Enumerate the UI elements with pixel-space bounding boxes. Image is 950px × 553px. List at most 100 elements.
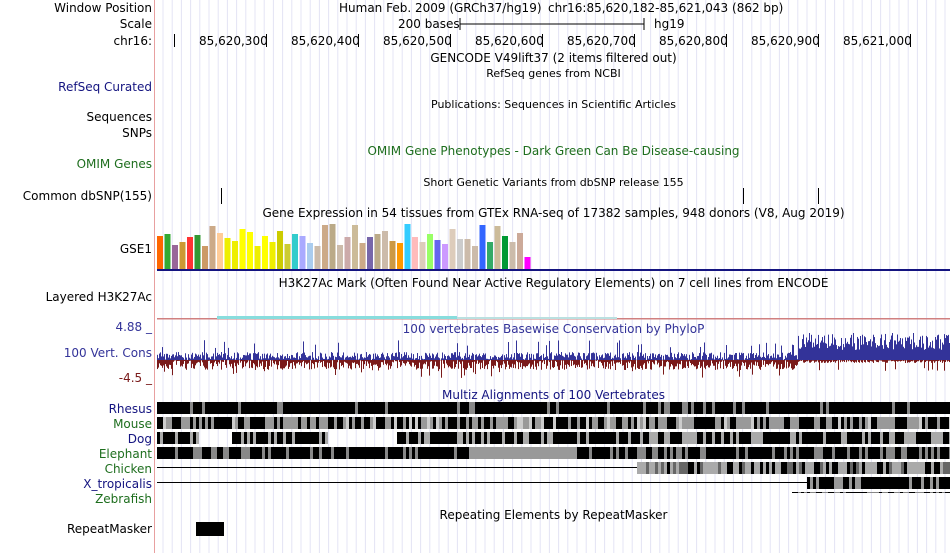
species-label[interactable]: X_tropicalis (83, 477, 152, 491)
gtex-tissue-bar (487, 242, 493, 269)
repeatmasker-track-label[interactable]: RepeatMasker (67, 522, 152, 536)
ruler-tick-mark (634, 34, 635, 47)
snps-track-label[interactable]: SNPs (122, 126, 152, 140)
dbsnp-features[interactable] (157, 187, 950, 207)
sequences-track-label[interactable]: Sequences (87, 110, 152, 124)
species-label[interactable]: Mouse (113, 417, 152, 431)
gtex-tissue-bar (270, 242, 276, 269)
species-label[interactable]: Rhesus (109, 402, 152, 416)
scale-label: Scale (120, 17, 152, 31)
ruler-tick-label: 85,620,700 (567, 34, 636, 48)
gtex-tissue-bar (405, 224, 411, 269)
h3k27ac-title[interactable]: H3K27Ac Mark (Often Found Near Active Re… (157, 276, 950, 290)
scale-bar (457, 18, 657, 30)
gtex-tissue-bar (390, 241, 396, 269)
gtex-tissue-bar (517, 233, 523, 269)
gtex-tissue-bar (187, 237, 193, 269)
gtex-tissue-bar (262, 236, 268, 269)
ruler-tick-mark (174, 34, 175, 47)
species-label[interactable]: Dog (128, 432, 152, 446)
scale-text: 200 bases (398, 17, 460, 31)
ruler-tick-label: 85,620,600 (475, 34, 544, 48)
gtex-tissue-bar (232, 241, 238, 269)
phylop-signal[interactable] (157, 333, 950, 383)
ruler-tick-label: 85,620,800 (659, 34, 728, 48)
gtex-title[interactable]: Gene Expression in 54 tissues from GTEx … (157, 206, 950, 220)
gtex-tissue-bar (165, 234, 171, 269)
refseq-track-label[interactable]: RefSeq Curated (58, 80, 152, 94)
gtex-tissue-bar (202, 246, 208, 269)
gtex-tissue-bar (450, 229, 456, 269)
gtex-track-label[interactable]: GSE1 (120, 242, 152, 256)
gtex-tissue-bar (255, 246, 261, 269)
position-text: chr16:85,620,182-85,621,043 (862 bp) (548, 1, 783, 15)
dbsnp-track-label[interactable]: Common dbSNP(155) (23, 189, 152, 203)
multiz-alignments[interactable] (157, 401, 950, 493)
label-divider (154, 0, 155, 553)
species-label[interactable]: Elephant (99, 447, 152, 461)
window-position-label: Window Position (54, 1, 152, 15)
gtex-tissue-bar (472, 246, 478, 269)
gtex-tissue-bar (330, 224, 336, 269)
ruler-tick-label: 85,620,300 (199, 34, 268, 48)
ruler-tick-mark (910, 34, 911, 47)
h3k27ac-track-label[interactable]: Layered H3K27Ac (46, 290, 152, 304)
ruler-tick-mark (266, 34, 267, 47)
gtex-tissue-bar (157, 236, 163, 269)
ruler-tick-label: 85,621,000 (843, 34, 912, 48)
gtex-tissue-bar (172, 245, 178, 269)
gtex-tissue-bar (322, 225, 328, 269)
ruler-tick-label: 85,620,500 (383, 34, 452, 48)
gtex-tissue-bar (427, 234, 433, 269)
browser-image[interactable]: Human Feb. 2009 (GRCh37/hg19) chr16:85,6… (157, 0, 950, 553)
phylop-track-label[interactable]: 100 Vert. Cons (64, 346, 152, 360)
multiz-title[interactable]: Multiz Alignments of 100 Vertebrates (157, 388, 950, 402)
gtex-tissue-bar (225, 238, 231, 269)
gtex-bars[interactable] (157, 221, 950, 271)
gtex-tissue-bar (435, 240, 441, 269)
gtex-tissue-bar (247, 232, 253, 269)
gtex-tissue-bar (502, 236, 508, 269)
assembly-text: Human Feb. 2009 (GRCh37/hg19) (339, 1, 542, 15)
gtex-tissue-bar (360, 243, 366, 269)
species-label[interactable]: Chicken (105, 462, 152, 476)
ruler-tick-mark (358, 34, 359, 47)
refseq-title[interactable]: RefSeq genes from NCBI (157, 67, 950, 80)
scale-db: hg19 (654, 17, 685, 31)
gtex-tissue-bar (495, 226, 501, 269)
gtex-tissue-bar (510, 242, 516, 269)
gtex-tissue-bar (480, 225, 486, 269)
omim-track-label[interactable]: OMIM Genes (77, 157, 152, 171)
gtex-tissue-bar (277, 231, 283, 269)
chrom-label: chr16: (114, 34, 152, 48)
publications-title[interactable]: Publications: Sequences in Scientific Ar… (157, 98, 950, 111)
h3k27ac-signal[interactable] (157, 312, 950, 320)
gtex-tissue-bar (240, 229, 246, 269)
gtex-tissue-bar (285, 244, 291, 269)
omim-title[interactable]: OMIM Gene Phenotypes - Dark Green Can Be… (157, 144, 950, 158)
phylop-min-label: -4.5 _ (119, 371, 152, 385)
ruler-tick-label: 85,620,900 (751, 34, 820, 48)
repeat-features[interactable] (157, 520, 950, 540)
gtex-tissue-bar (337, 245, 343, 269)
gtex-tissue-bar (292, 234, 298, 269)
gtex-tissue-bar (442, 244, 448, 269)
gtex-tissue-bar (457, 239, 463, 269)
gtex-tissue-bar (315, 246, 321, 269)
gtex-tissue-bar (412, 237, 418, 269)
ruler-tick-mark (726, 34, 727, 47)
gtex-tissue-bar (352, 225, 358, 269)
ruler-tick-mark (818, 34, 819, 47)
ruler-tick-label: 85,620,400 (291, 34, 360, 48)
gencode-title[interactable]: GENCODE V49lift37 (2 items filtered out) (157, 51, 950, 65)
ruler-tick-mark (542, 34, 543, 47)
phylop-max-label: 4.88 _ (115, 320, 152, 334)
gtex-tissue-bar (210, 226, 216, 269)
gtex-tissue-bar (375, 234, 381, 269)
species-label[interactable]: Zebrafish (95, 492, 152, 506)
gtex-tissue-bar (367, 237, 373, 269)
gtex-tissue-bar (307, 243, 313, 269)
gtex-tissue-bar (217, 233, 223, 269)
gtex-tissue-bar (397, 243, 403, 269)
gtex-tissue-bar (465, 239, 471, 269)
